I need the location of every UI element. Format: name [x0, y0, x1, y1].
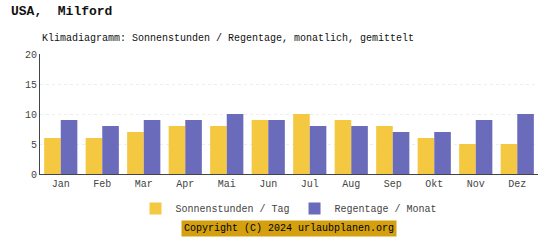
svg-text:5: 5	[31, 140, 37, 151]
svg-text:Feb: Feb	[93, 179, 111, 190]
svg-text:Nov: Nov	[467, 179, 485, 190]
svg-text:Jul: Jul	[301, 179, 319, 190]
svg-text:Mai: Mai	[218, 179, 236, 190]
svg-text:Jun: Jun	[259, 179, 277, 190]
svg-text:Okt: Okt	[425, 179, 443, 190]
svg-text:10: 10	[25, 110, 37, 121]
svg-text:Sep: Sep	[384, 179, 402, 190]
svg-text:Aug: Aug	[342, 179, 360, 190]
svg-text:USA, Milford: USA, Milford	[11, 4, 112, 19]
svg-text:Sonnenstunden / Tag: Sonnenstunden / Tag	[176, 204, 290, 215]
svg-text:Regentage / Monat: Regentage / Monat	[335, 204, 437, 215]
svg-text:Dez: Dez	[508, 179, 526, 190]
svg-text:Apr: Apr	[176, 179, 194, 190]
svg-text:Klimadiagramm: Sonnenstunden /: Klimadiagramm: Sonnenstunden / Regentage…	[42, 33, 414, 44]
svg-text:Copyright (C) 2024 urlaubplane: Copyright (C) 2024 urlaubplanen.org	[184, 223, 394, 234]
svg-text:Mar: Mar	[135, 179, 153, 190]
svg-text:Jan: Jan	[52, 179, 70, 190]
svg-text:20: 20	[25, 50, 37, 61]
svg-text:0: 0	[31, 170, 37, 181]
svg-text:15: 15	[25, 80, 37, 91]
